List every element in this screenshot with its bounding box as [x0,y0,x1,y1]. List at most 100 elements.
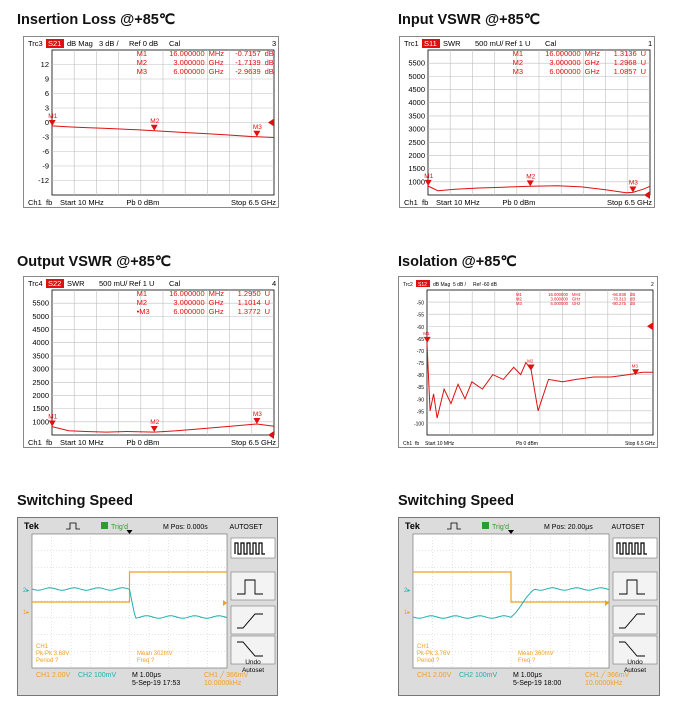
marker-triangle [423,336,431,343]
param-badge [416,280,430,287]
trigger-level-label: CH1 ╱ 366mV [204,670,249,679]
marker-freq-unit-label: GHz [572,301,580,306]
marker-freq-label: 16.000000 [548,292,568,297]
y-tick-label: 1000 [408,177,425,186]
trace-id-label: Trc4 [28,279,43,288]
stop-freq-label: Stop 6.5 GHz [625,441,656,447]
y-tick-label: 5500 [32,299,49,308]
marker-triangle [424,179,432,186]
y-tick-label: 2500 [408,138,425,147]
brand-logo-label: Tek [405,521,421,531]
trace-line [51,125,275,138]
y-tick-label: 3500 [32,351,49,360]
autoset-label: AUTOSET [612,524,646,531]
marker-unit-label: dB [265,58,274,67]
power-label: Pb 0 dBm [126,438,159,447]
trace-id-label: Trc3 [28,39,43,48]
marker-freq-unit-label: GHz [585,58,600,67]
marker-freq-label: 16.000000 [169,289,204,298]
y-tick-label: 3000 [32,365,49,374]
stop-freq-label: Stop 6.5 GHz [607,198,652,207]
marker-freq-label: 3.000000 [551,297,569,302]
m-pos-label: M Pos: 20.00μs [544,524,593,531]
period-label: Period ? [36,658,59,664]
undo-autoset-label: Autoset [242,667,264,674]
ch2-waveform [31,587,228,619]
ref-level-marker [647,322,653,331]
marker-tag-label: M1 [48,413,57,420]
pk-pk-label: Pk-Pk 3.76V [417,651,450,657]
scale-label: 500 mU/ [475,39,504,48]
trigger-status-label: Trig'd [111,524,128,531]
marker-triangle [48,119,56,126]
marker-name-label: M2 [513,58,523,67]
y-tick-label: 2500 [32,378,49,387]
run-status-icon [447,522,461,530]
ch1-waveform [32,571,227,603]
marker-tag-label: M1 [424,173,433,180]
fb-label: fb [415,441,419,447]
marker-freq-label: 6.000000 [173,307,204,316]
ch1-scale-label: CH1 2.00V [417,672,452,679]
marker-freq-label: 6.000000 [551,301,569,306]
marker-unit-label: dB [265,49,274,58]
y-tick-label: 0 [45,118,49,127]
marker-name-label: M1 [513,49,523,58]
trigger-level-marker [605,600,609,606]
output-vswr-chart: Trc4 S22 SWR 500 mU/Ref 1 U Cal 4 5500 5000 4500… [23,276,279,448]
square-wave-icon [616,542,647,555]
marker-unit-label: U [641,49,646,58]
marker-freq-unit-label: MHz [209,49,225,58]
ch2-level-marker: 2▸ [23,588,29,594]
marker-tag-label: M3 [253,124,262,131]
marker-name-label: M2 [516,297,522,302]
timebase-label: M 1.00μs [132,672,161,679]
mean-label: Mean 360mV [518,651,554,657]
scale-label: 500 mU/ [99,279,128,288]
marker-tag-label: M3 [632,363,639,368]
pulse-icon [619,579,645,595]
trace-id-label: Trc1 [404,39,419,48]
marker-freq-label: 3.000000 [549,58,580,67]
ch1-meas-title: CH1 [417,644,430,650]
input-vswr-chart: Trc1 S11 SWR 500 mU/Ref 1 U Cal 1 5500 5000 4500… [399,36,655,208]
ch1-scale-label: CH1 2.00V [36,672,71,679]
y-tick-label: 5500 [408,59,425,68]
marker-tag-label: M1 [423,331,430,336]
marker-freq-unit-label: MHz [209,289,225,298]
marker-unit-label: U [265,289,270,298]
format-label: SWR [443,39,461,48]
mean-label: Mean 302mV [137,651,173,657]
ref-label: Ref 0 dB [129,39,158,48]
ch2-waveform [412,587,610,619]
power-label: Pb 0 dBm [502,198,535,207]
marker-triangle [632,369,640,376]
y-tick-label: -6 [42,147,49,156]
ch2-level-marker: 2▸ [404,588,410,594]
start-freq-label: Start 10 MHz [60,438,104,447]
ref-level-marker [268,118,274,127]
trigger-position-marker [126,530,133,534]
trigger-status-icon [101,522,108,529]
marker-tag-label: M2 [150,419,159,426]
param-badge [46,279,64,288]
trigger-freq-label: 10.0000kHz [204,680,242,687]
marker-unit-label: U [265,307,270,316]
marker-value-label: 1.3772 [238,307,261,316]
input-vswr-title: Input VSWR @+85℃ [398,12,541,28]
insertion-loss-title: Insertion Loss @+85℃ [17,12,176,28]
marker-triangle [629,186,637,193]
y-tick-label: 9 [45,75,49,84]
ch2-scale-label: CH2 100mV [78,672,116,679]
marker-value-label: 1.1014 [238,298,261,307]
y-tick-label: 4500 [32,325,49,334]
switching-speed-scope-left: Tek Trig'd M Pos: 0.000s AUTOSET 2▸ 1▸ CH1 Pk-P… [17,517,278,696]
switching-speed-scope-right: Tek Trig'd M Pos: 20.00μs AUTOSET 2▸ 1▸ CH1 Pk-… [398,517,660,696]
marker-freq-label: 6.000000 [173,67,204,76]
cal-label: Cal [169,39,181,48]
cal-label: Cal [545,39,557,48]
fb-label: fb [422,198,428,207]
marker-triangle [150,124,158,131]
marker-name-label: M3 [137,67,147,76]
marker-tag-label: M3 [253,411,262,418]
